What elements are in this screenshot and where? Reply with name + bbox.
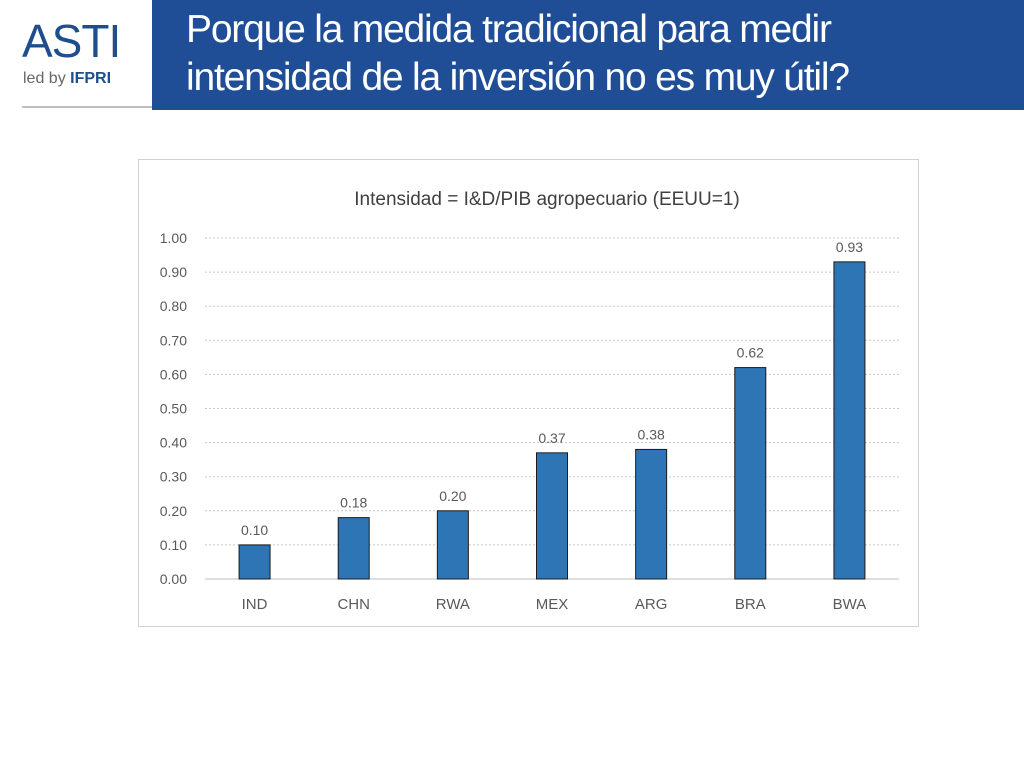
data-label-bra: 0.62 [737,345,764,361]
bar-bra [734,367,767,580]
bar-arg [635,448,668,580]
logo: ASTI led by IFPRI [0,0,152,110]
y-tick-label: 0.50 [160,401,187,417]
logo-subtitle: led by IFPRI [23,70,111,88]
x-tick-label-chn: CHN [337,596,370,613]
bar-bwa [833,261,866,580]
x-tick-label-mex: MEX [536,596,569,613]
bar-chn [337,517,370,580]
data-label-ind: 0.10 [241,522,268,538]
y-tick-label: 0.40 [160,435,187,451]
x-tick-label-bwa: BWA [833,596,867,613]
x-tick-label-bra: BRA [735,596,766,613]
x-tick-label-rwa: RWA [436,596,470,613]
y-tick-label: 0.90 [160,264,187,280]
x-tick-label-arg: ARG [635,596,668,613]
logo-divider [22,106,152,108]
y-tick-label: 0.20 [160,503,187,519]
y-tick-label: 0.00 [160,571,187,587]
y-tick-label: 1.00 [160,230,187,246]
data-label-arg: 0.38 [638,426,665,442]
logo-text: ASTI [22,15,121,67]
y-tick-label: 0.80 [160,298,187,314]
chart-frame: Intensidad = I&D/PIB agropecuario (EEUU=… [138,159,919,627]
data-label-chn: 0.18 [340,495,367,511]
data-label-rwa: 0.20 [439,488,466,504]
y-tick-label: 0.70 [160,332,187,348]
bar-chart: Intensidad = I&D/PIB agropecuario (EEUU=… [160,189,899,613]
logo-sub-prefix: led by [23,70,66,87]
x-tick-label-ind: IND [242,596,268,613]
header-band [152,0,1024,110]
logo-sub-brand: IFPRI [70,70,112,87]
slide-title: Porque la medida tradicional para medir … [186,8,850,99]
data-label-bwa: 0.93 [836,239,863,255]
bar-ind [238,544,271,580]
y-tick-label: 0.60 [160,366,187,382]
bar-rwa [436,510,469,580]
data-label-mex: 0.37 [538,430,565,446]
chart-title: Intensidad = I&D/PIB agropecuario (EEUU=… [354,189,739,210]
y-tick-label: 0.10 [160,537,187,553]
y-tick-label: 0.30 [160,469,187,485]
bar-mex [536,452,568,580]
